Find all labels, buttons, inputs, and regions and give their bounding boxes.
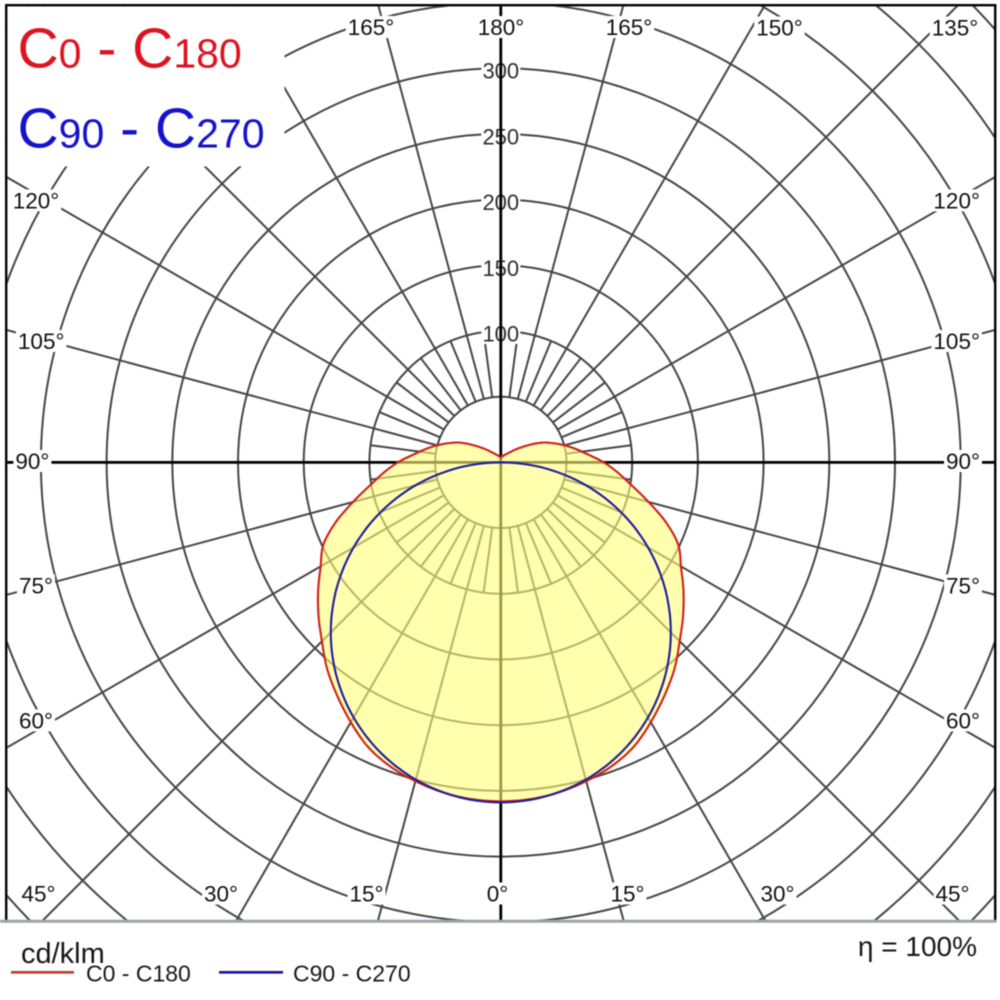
svg-text:30°: 30°: [204, 882, 238, 907]
svg-text:165°: 165°: [606, 15, 653, 40]
svg-text:45°: 45°: [935, 882, 969, 907]
svg-text:C90 - C270: C90 - C270: [293, 961, 411, 987]
svg-text:105°: 105°: [18, 329, 65, 354]
svg-text:60°: 60°: [19, 708, 53, 733]
svg-text:cd/klm: cd/klm: [21, 938, 105, 970]
svg-text:90°: 90°: [15, 449, 49, 474]
svg-text:120°: 120°: [13, 188, 60, 213]
svg-text:150°: 150°: [756, 16, 803, 41]
svg-text:C0 - C180: C0 - C180: [86, 961, 191, 987]
svg-text:15°: 15°: [610, 882, 644, 907]
svg-text:180°: 180°: [478, 15, 525, 40]
svg-text:0°: 0°: [487, 882, 509, 907]
svg-text:165°: 165°: [348, 15, 395, 40]
svg-text:90°: 90°: [946, 449, 980, 474]
svg-text:120°: 120°: [933, 188, 980, 213]
svg-text:60°: 60°: [946, 708, 980, 733]
svg-text:η = 100%: η = 100%: [858, 931, 977, 962]
svg-text:75°: 75°: [19, 574, 53, 599]
svg-text:15°: 15°: [349, 882, 383, 907]
svg-text:135°: 135°: [932, 16, 979, 41]
svg-text:105°: 105°: [933, 329, 980, 354]
svg-text:30°: 30°: [760, 882, 794, 907]
svg-text:45°: 45°: [21, 882, 55, 907]
svg-text:75°: 75°: [946, 574, 980, 599]
